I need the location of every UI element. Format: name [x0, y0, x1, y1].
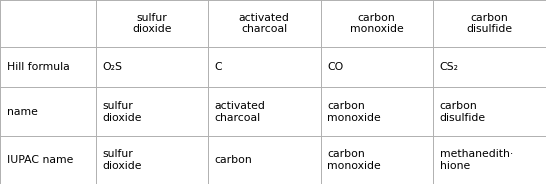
Text: Hill formula: Hill formula [7, 62, 69, 72]
Text: carbon
monoxide: carbon monoxide [327, 149, 381, 171]
Text: CO: CO [327, 62, 343, 72]
Text: sulfur
dioxide: sulfur dioxide [102, 101, 141, 123]
Text: IUPAC name: IUPAC name [7, 155, 73, 165]
Text: carbon: carbon [215, 155, 252, 165]
Text: activated
charcoal: activated charcoal [215, 101, 265, 123]
Text: sulfur
dioxide: sulfur dioxide [132, 13, 171, 34]
Text: CS₂: CS₂ [440, 62, 459, 72]
Text: activated
charcoal: activated charcoal [239, 13, 290, 34]
Text: C: C [215, 62, 222, 72]
Text: carbon
disulfide: carbon disulfide [440, 101, 485, 123]
Text: methanedith·
hione: methanedith· hione [440, 149, 513, 171]
Text: carbon
monoxide: carbon monoxide [350, 13, 403, 34]
Text: carbon
monoxide: carbon monoxide [327, 101, 381, 123]
Text: carbon
disulfide: carbon disulfide [466, 13, 513, 34]
Text: sulfur
dioxide: sulfur dioxide [102, 149, 141, 171]
Text: O₂S: O₂S [102, 62, 122, 72]
Text: name: name [7, 107, 38, 117]
